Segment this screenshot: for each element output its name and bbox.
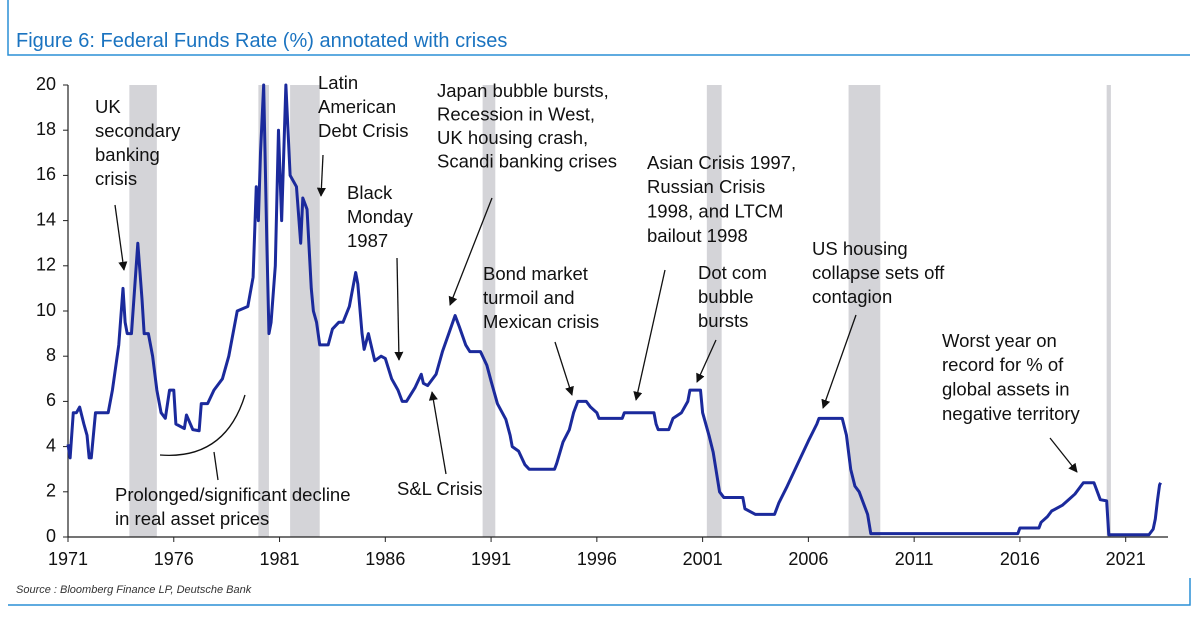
arrow [1049, 437, 1078, 473]
annotation: S&L Crisis [397, 478, 483, 499]
y-tick-label: 8 [46, 345, 56, 365]
arrow [114, 204, 128, 271]
rate-line [66, 83, 1162, 537]
x-tick-label: 1996 [577, 549, 617, 569]
connector [213, 451, 219, 481]
x-tick-label: 1986 [365, 549, 405, 569]
crisis-band [848, 85, 881, 537]
annotation: Asian Crisis 1997, [647, 152, 796, 173]
annotation: Prolonged/significant decline [115, 484, 351, 505]
y-tick-label: 10 [36, 300, 56, 320]
y-tick-label: 16 [36, 164, 56, 184]
frame [7, 0, 1191, 606]
arrow [394, 257, 404, 361]
annotation: collapse sets off [812, 262, 945, 283]
annotation: global assets in [942, 378, 1070, 399]
annotation: crisis [95, 168, 137, 189]
annotation: Latin [318, 72, 358, 93]
x-tick-label: 1971 [48, 549, 88, 569]
x-tick-label: 1976 [154, 549, 194, 569]
annotation: Debt Crisis [318, 120, 408, 141]
annotation: bursts [698, 310, 748, 331]
annotation: Mexican crisis [483, 311, 599, 332]
annotation: bubble [698, 286, 754, 307]
annotation: American [318, 96, 396, 117]
annotation: secondary [95, 120, 181, 141]
annotation: Russian Crisis [647, 176, 765, 197]
source: Source : Bloomberg Finance LP, Deutsche … [16, 584, 252, 596]
annotation: UK housing crash, [437, 127, 588, 148]
x-tick-label: 2016 [1000, 549, 1040, 569]
arrow [633, 269, 666, 401]
x-tick-label: 2001 [683, 549, 723, 569]
y-tick-label: 12 [36, 255, 56, 275]
annotation: Dot com [698, 262, 767, 283]
arrow [316, 154, 326, 197]
annotation: 1987 [347, 230, 388, 251]
annotation: Japan bubble bursts, [437, 80, 609, 101]
annotation: in real asset prices [115, 508, 269, 529]
annotation: Monday [347, 206, 414, 227]
annotation-arrows [114, 154, 1078, 481]
crisis-band [706, 85, 722, 537]
frame-top [7, 0, 1190, 56]
arrow [696, 339, 717, 383]
y-tick-label: 4 [46, 435, 56, 455]
y-tick-label: 6 [46, 390, 56, 410]
annotation: Black [347, 182, 393, 203]
annotation: US housing [812, 238, 908, 259]
y-tick-label: 0 [46, 526, 56, 546]
x-tick-label: 2021 [1106, 549, 1146, 569]
annotation: banking [95, 144, 160, 165]
x-tick-label: 1981 [260, 549, 300, 569]
arc [159, 394, 246, 456]
x-tick-label: 1991 [471, 549, 511, 569]
annotation: 1998, and LTCM [647, 200, 783, 221]
chart-title: Figure 6: Federal Funds Rate (%) annotat… [16, 30, 507, 52]
annotation: Bond market [483, 263, 588, 284]
crisis-band [290, 85, 320, 537]
annotation: UK [95, 96, 121, 117]
arrow [554, 341, 574, 396]
arrow [428, 391, 447, 475]
y-tick-label: 2 [46, 481, 56, 501]
x-tick-label: 2006 [788, 549, 828, 569]
annotation: record for % of [942, 354, 1064, 375]
annotation: contagion [812, 286, 892, 307]
annotation: Scandi banking crises [437, 150, 617, 171]
annotation: Recession in West, [437, 103, 595, 124]
y-tick-label: 18 [36, 119, 56, 139]
annotation: Worst year on [942, 330, 1057, 351]
annotation: negative territory [942, 403, 1081, 424]
crisis-band [258, 85, 269, 537]
annotation: bailout 1998 [647, 225, 748, 246]
frame-bottom [8, 578, 1191, 606]
y-tick-label: 14 [36, 209, 56, 229]
arrow [821, 314, 857, 409]
annotation: turmoil and [483, 287, 575, 308]
y-tick-label: 20 [36, 74, 56, 94]
crisis-band [482, 85, 496, 537]
x-tick-label: 2011 [895, 549, 934, 569]
arrow [448, 197, 493, 306]
crisis-band [1106, 85, 1111, 537]
